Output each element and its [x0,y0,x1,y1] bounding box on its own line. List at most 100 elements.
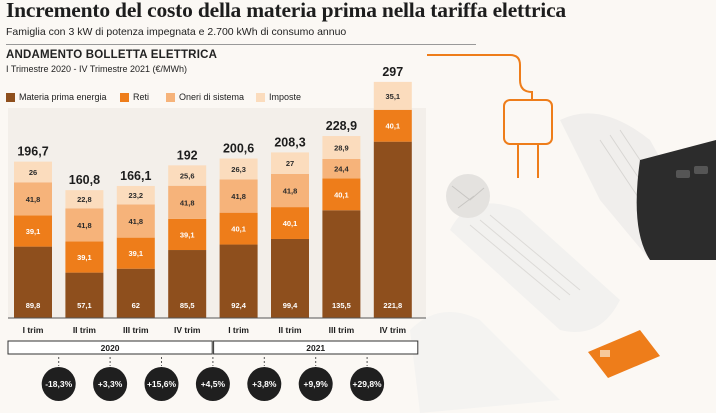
bar-segment [14,246,52,318]
change-badge [247,367,282,401]
bar-segment [373,141,412,318]
bar-segment [168,250,207,318]
bar-segment [271,173,309,208]
bar-segment [65,272,104,318]
bar-segment [322,178,361,211]
x-tick-label: III trim [123,325,149,335]
data-label: 89,8 [26,301,41,310]
chart-legend: Materia prima energia Reti Oneri di sist… [6,91,306,105]
data-label: 22,8 [77,195,92,204]
change-badge [298,367,333,401]
data-label: 40,1 [283,219,298,228]
data-label: 135,5 [332,301,351,310]
x-tick-label: II trim [73,325,97,335]
data-label: 99,4 [283,301,298,310]
bar-segment [373,81,412,110]
bar-segment [168,185,207,219]
bar-segment [116,204,155,238]
crumpled-paper-icon [446,174,490,218]
total-label: 166,1 [120,169,151,183]
bar-segment [219,179,258,213]
title-divider [6,44,476,45]
x-tick-label: I trim [228,325,249,335]
data-label: 26 [29,168,37,177]
data-label: 41,8 [26,195,41,204]
total-label: 200,6 [223,142,254,156]
chart-title: ANDAMENTO BOLLETTA ELETTRICA [6,49,218,61]
data-label: 39,1 [180,230,195,239]
bar-segment [219,212,258,245]
data-label: 41,8 [283,186,298,195]
data-label: 39,1 [26,227,41,236]
bar-segment [168,218,207,251]
year-bracket [7,340,213,355]
bar-segment [116,237,155,269]
page-title: Incremento del costo della materia prima… [6,0,566,22]
total-label: 160,8 [69,173,100,187]
bar-segment [65,190,104,209]
change-label: +9,9% [304,379,329,389]
bar-segment [116,268,155,318]
legend-label: Oneri di sistema [179,92,245,102]
change-badge [144,367,179,401]
legend-label: Materia prima energia [19,92,107,102]
x-tick-label: II trim [278,325,302,335]
bar-segment [65,208,104,242]
credit-card-icon [588,330,660,378]
legend-swatch [166,93,175,102]
bar-segment [271,238,309,318]
legend-swatch [256,93,265,102]
pos-terminal-icon [636,140,716,260]
data-label: 41,8 [180,198,195,207]
data-label: 25,6 [180,172,195,181]
page-subtitle: Famiglia con 3 kW di potenza impegnata e… [6,26,347,38]
data-label: 39,1 [128,249,143,258]
bar-segment [373,109,412,142]
data-label: 40,1 [334,190,349,199]
legend-swatch [120,93,129,102]
data-label: 26,3 [231,165,246,174]
year-label: 2020 [101,343,120,353]
x-tick-label: IV trim [174,325,201,335]
year-bracket [213,340,419,355]
legend-label: Imposte [269,92,302,102]
change-badge [93,367,128,401]
total-label: 192 [177,148,198,162]
x-tick-label: I trim [23,325,44,335]
data-label: 39,1 [77,253,92,262]
change-badge [195,367,230,401]
data-label: 41,8 [128,217,143,226]
bar-segment [14,182,52,216]
data-label: 23,2 [128,191,143,200]
data-label: 41,8 [231,192,246,201]
total-label: 208,3 [274,135,305,149]
bar-segment [322,210,361,318]
change-label: +3,8% [252,379,277,389]
bar-segment [322,136,361,159]
change-label: +3,3% [98,379,123,389]
change-label: -18,3% [45,379,72,389]
data-label: 28,9 [334,144,349,153]
total-label: 228,9 [326,119,357,133]
bar-segment [14,215,52,247]
change-label: +29,8% [353,379,383,389]
data-label: 41,8 [77,221,92,230]
bar-segment [271,152,309,174]
data-label: 40,1 [385,122,400,131]
x-tick-label: III trim [329,325,355,335]
bar-segment [271,207,309,239]
data-label: 85,5 [180,301,195,310]
bar-segment [116,185,155,205]
change-label: +4,5% [201,379,226,389]
data-label: 62 [132,301,140,310]
chart-subtitle: I Trimestre 2020 - IV Trimestre 2021 (€/… [6,64,188,74]
data-label: 92,4 [231,301,246,310]
bar-segment [65,241,104,273]
change-badge [350,367,385,401]
x-tick-label: IV trim [380,325,407,335]
data-label: 24,4 [334,165,349,174]
change-badge [41,367,76,401]
total-label: 196,7 [17,145,48,159]
